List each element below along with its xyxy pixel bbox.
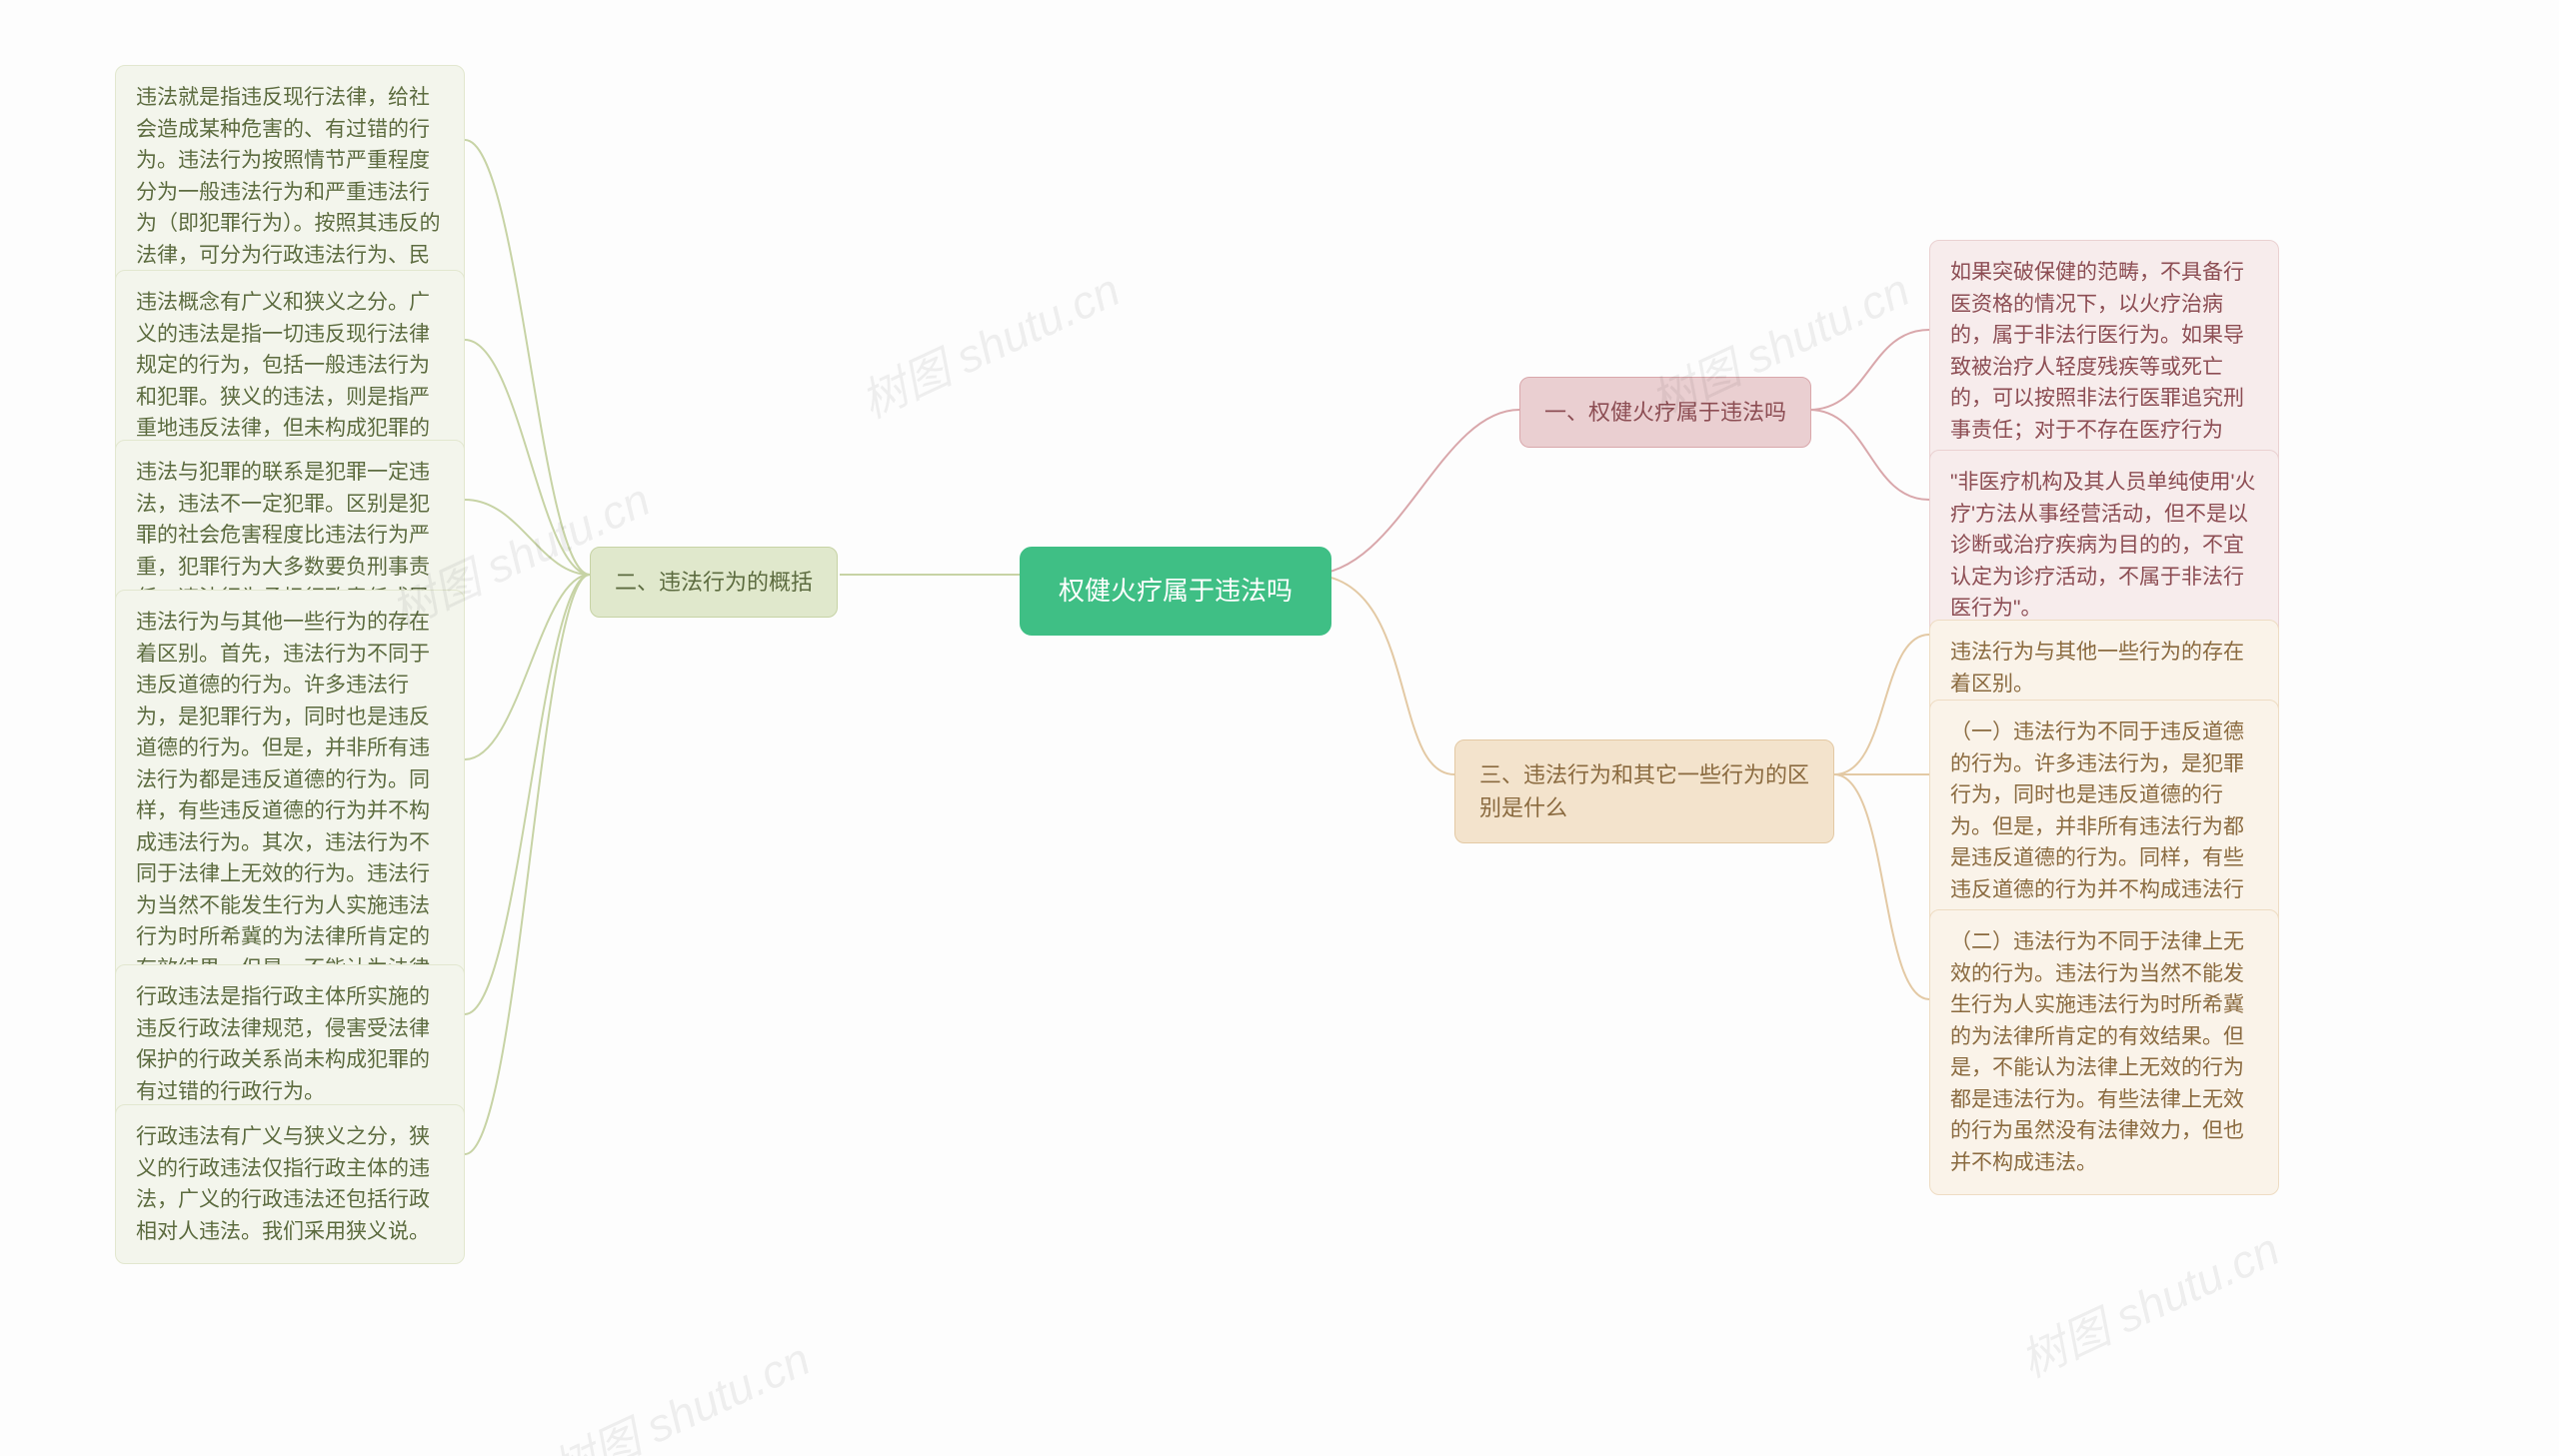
mindmap-canvas: 权健火疗属于违法吗 一、权健火疗属于违法吗 如果突破保健的范畴，不具备行医资格的… <box>0 0 2559 1456</box>
leaf-node: 行政违法是指行政主体所实施的违反行政法律规范，侵害受法律保护的行政关系尚未构成犯… <box>115 964 465 1124</box>
watermark: 树图 shutu.cn <box>2008 1213 2288 1391</box>
center-node[interactable]: 权健火疗属于违法吗 <box>1020 547 1331 636</box>
leaf-node: "非医疗机构及其人员单纯使用'火疗'方法从事经营活动，但不是以诊断或治疗疾病为目… <box>1929 450 2279 642</box>
leaf-node: （二）违法行为不同于法律上无效的行为。违法行为当然不能发生行为人实施违法行为时所… <box>1929 909 2279 1195</box>
branch-node-1[interactable]: 一、权健火疗属于违法吗 <box>1519 377 1811 448</box>
leaf-node: 行政违法有广义与狭义之分，狭义的行政违法仅指行政主体的违法，广义的行政违法还包括… <box>115 1104 465 1264</box>
watermark: 树图 shutu.cn <box>539 1323 819 1456</box>
watermark: 树图 shutu.cn <box>849 254 1129 432</box>
branch-node-2[interactable]: 二、违法行为的概括 <box>590 547 838 618</box>
branch-node-3[interactable]: 三、违法行为和其它一些行为的区别是什么 <box>1454 739 1834 843</box>
